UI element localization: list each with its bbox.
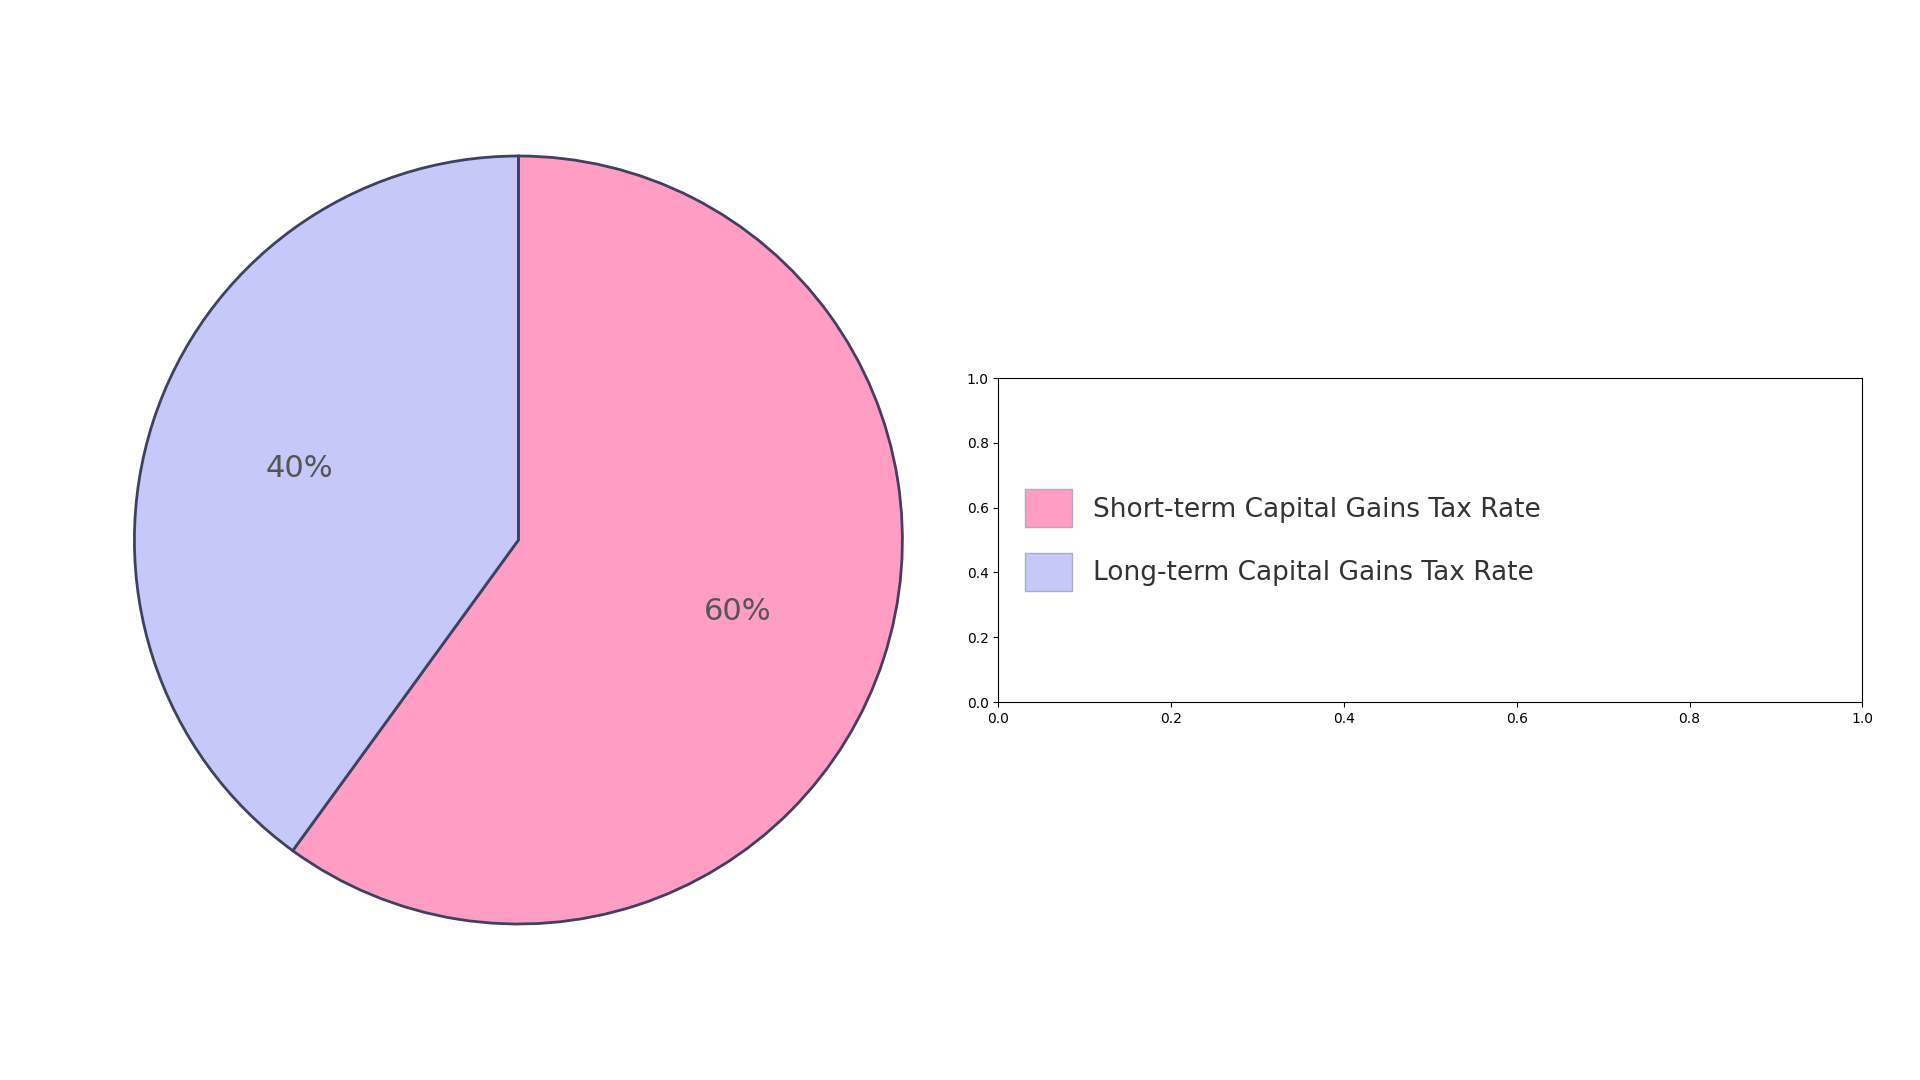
Text: 40%: 40% — [265, 455, 332, 484]
Text: 60%: 60% — [705, 596, 772, 625]
Legend: Short-term Capital Gains Tax Rate, Long-term Capital Gains Tax Rate: Short-term Capital Gains Tax Rate, Long-… — [1012, 476, 1555, 604]
Wedge shape — [292, 156, 902, 924]
Wedge shape — [134, 156, 518, 851]
